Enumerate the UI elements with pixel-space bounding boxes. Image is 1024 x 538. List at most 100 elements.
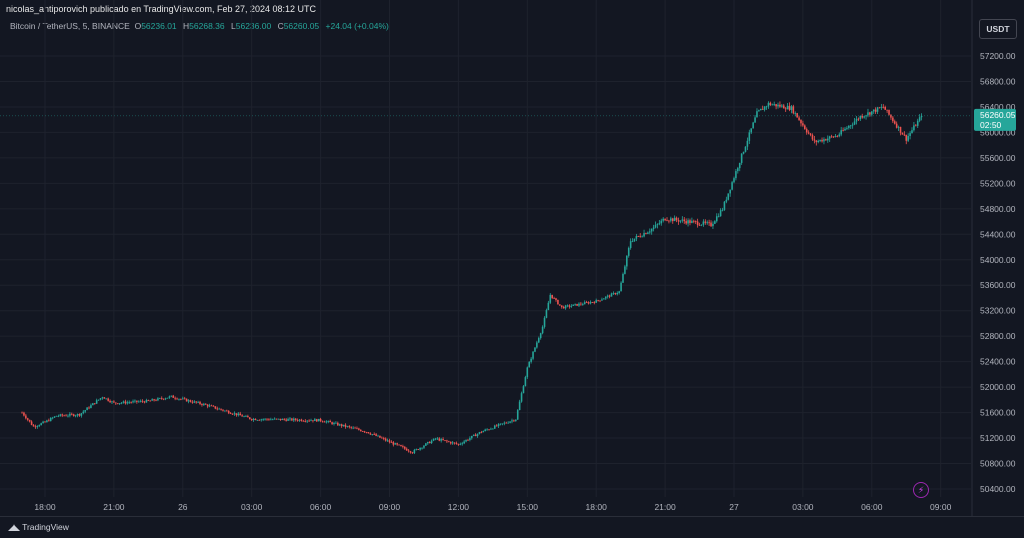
candle-body: [543, 317, 546, 327]
candle-body: [377, 435, 379, 437]
candle-body: [530, 358, 532, 362]
candle-body: [26, 418, 29, 420]
candle-body: [560, 305, 563, 308]
symbol-label[interactable]: Bitcoin / TetherUS, 5, BINANCE: [10, 21, 130, 31]
candle-body: [434, 438, 437, 440]
candle-body: [555, 298, 557, 300]
candle-body: [694, 221, 697, 222]
candle-body: [208, 405, 211, 407]
candle-body: [549, 294, 552, 303]
candle-body: [411, 452, 414, 454]
candle-body: [582, 304, 584, 306]
price-axis[interactable]: 57200.00 56800.00 56400.00 56000.00 55600.00…: [980, 51, 1016, 494]
candle-body: [229, 413, 232, 415]
candlestick-chart[interactable]: 57200.00 56800.00 56400.00 56000.00 55600.00…: [0, 0, 1024, 516]
candle-body: [874, 109, 877, 112]
candle-body: [601, 299, 603, 301]
candle-body: [160, 398, 163, 399]
candle-body: [892, 117, 894, 122]
candle-body: [746, 140, 749, 147]
candle-body: [252, 418, 255, 421]
candle-body: [541, 326, 544, 334]
candle-body: [53, 416, 56, 418]
candle-body: [182, 398, 184, 400]
candle-body: [614, 293, 617, 295]
candle-body: [796, 113, 798, 118]
candle-body: [698, 225, 701, 226]
time-tick-label: 06:00: [861, 502, 883, 512]
candle-body: [132, 401, 134, 403]
candle-body: [545, 310, 548, 318]
candle-body: [189, 400, 192, 402]
candle-body: [735, 171, 737, 179]
candle-body: [855, 118, 858, 122]
tradingview-logo-icon: ◢◣: [8, 522, 20, 532]
price-tick-label: 50400.00: [980, 484, 1016, 494]
candle-body: [574, 303, 576, 305]
candle-body: [442, 439, 444, 441]
candle-body: [819, 139, 821, 141]
time-axis[interactable]: 18:00 21:00 26 03:00 06:00 09:00 12:00 15:00 18:…: [34, 502, 951, 512]
candle-body: [717, 216, 720, 218]
candle-body: [78, 414, 81, 416]
last-price-tag-bg: [974, 108, 1016, 131]
lightning-alert-icon[interactable]: ⚡: [913, 482, 929, 498]
time-tick-label: 12:00: [448, 502, 470, 512]
candle-body: [486, 429, 488, 431]
candle-body: [828, 136, 831, 139]
candle-body: [95, 400, 98, 404]
candle-body: [909, 133, 911, 137]
candle-body: [97, 399, 100, 401]
time-tick-label: 09:00: [930, 502, 952, 512]
candle-body: [111, 401, 113, 403]
candle-body: [30, 421, 33, 425]
candle-body: [551, 294, 553, 298]
candle-body: [340, 424, 343, 427]
candle-body: [631, 241, 634, 243]
candle-body: [706, 222, 709, 224]
candle-body: [761, 108, 764, 110]
candle-body: [675, 217, 678, 221]
candle-body: [647, 232, 649, 234]
candle-body: [648, 231, 651, 233]
candle-body: [275, 418, 278, 420]
candle-body: [287, 419, 289, 421]
candle-body: [727, 193, 730, 200]
candle-body: [566, 305, 569, 307]
time-tick-label: 06:00: [310, 502, 332, 512]
candle-body: [199, 401, 201, 404]
candle-body: [381, 437, 383, 439]
candle-body: [99, 398, 102, 400]
candle-body: [359, 429, 362, 432]
candle-body: [122, 401, 125, 403]
candle-body: [626, 255, 628, 267]
candle-body: [740, 153, 743, 163]
candle-body: [49, 417, 52, 422]
candle-body: [139, 400, 142, 402]
candle-body: [536, 342, 538, 348]
candle-body: [842, 130, 844, 132]
tradingview-brand[interactable]: ◢◣ TradingView: [8, 522, 69, 533]
candle-body: [296, 419, 299, 421]
close-label: C: [277, 21, 284, 31]
candle-body: [513, 420, 515, 422]
candle-body: [769, 102, 772, 105]
price-tick-label: 54800.00: [980, 204, 1016, 214]
candle-body: [176, 398, 178, 400]
candle-body: [354, 427, 356, 429]
open-value: 56236.01: [141, 21, 177, 31]
candle-body: [76, 414, 79, 416]
candle-body: [681, 219, 684, 221]
candle-body: [193, 401, 196, 403]
candle-body: [93, 403, 96, 405]
candle-body: [235, 413, 238, 416]
footer: ◢◣ TradingView: [0, 516, 1024, 538]
candle-body: [294, 418, 297, 420]
candle-body: [390, 442, 393, 443]
candle-body: [627, 247, 630, 256]
candle-body: [526, 367, 529, 378]
candle-body: [838, 134, 841, 137]
candle-body: [867, 112, 869, 116]
currency-button[interactable]: USDT: [979, 19, 1017, 39]
candle-body: [423, 445, 425, 448]
